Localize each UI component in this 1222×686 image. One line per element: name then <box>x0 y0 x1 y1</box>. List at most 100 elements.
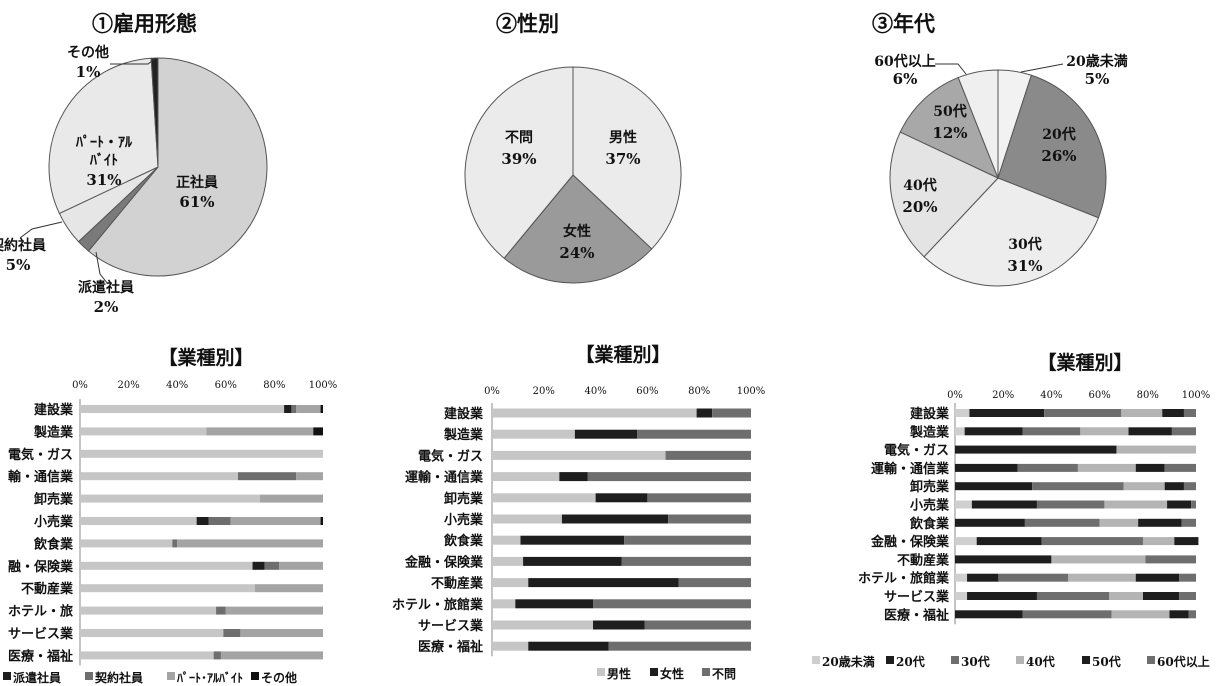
category-label: 輸・通信業 <box>8 469 74 485</box>
pie-slice-label: 正社員 <box>176 174 218 191</box>
bar-segment <box>1188 610 1196 619</box>
pie-value-label: 39% <box>501 150 536 168</box>
bar-segment <box>1145 555 1196 564</box>
pie-slice-label: 60代以上 <box>874 53 935 70</box>
pie-slice-label: 契約社員 <box>0 237 46 254</box>
bar-segment <box>1022 610 1112 619</box>
axis-tick-label: 40% <box>166 380 188 391</box>
bar-segment <box>1171 427 1196 436</box>
category-label: サービス業 <box>418 618 484 634</box>
pie-slice <box>503 174 653 284</box>
legend-label: 20代 <box>896 654 925 669</box>
bar-segment <box>1167 500 1192 509</box>
bar-segment <box>1164 482 1184 491</box>
bar-segment <box>998 573 1069 582</box>
legend-label: 40代 <box>1026 654 1055 669</box>
bar-segment <box>177 539 323 548</box>
category-label: 電気・ガス <box>8 447 73 463</box>
bar-segment <box>80 427 207 436</box>
bar-segment <box>1142 537 1175 546</box>
category-label: 小売業 <box>444 512 484 528</box>
bar-segment <box>291 405 297 413</box>
axis-tick-label: 20% <box>533 386 555 397</box>
bar-segment <box>1036 592 1110 600</box>
legend-swatch <box>812 656 820 664</box>
pie-slice <box>923 177 1100 287</box>
pie-value-label: 31% <box>1007 257 1042 275</box>
bar-segment <box>587 472 751 482</box>
category-label: ホテル・旅 <box>8 604 73 620</box>
bar-segment <box>259 494 323 503</box>
bar-segment <box>1138 518 1182 527</box>
legend-label: その他 <box>261 670 297 685</box>
bar-segment <box>492 641 529 651</box>
legend-label: 50代 <box>1092 654 1121 669</box>
bar-segment <box>637 429 751 439</box>
bar-segment <box>955 592 968 600</box>
bar-segment <box>1044 409 1122 417</box>
bar-chart-title: 【業種別】 <box>1037 351 1132 374</box>
bar-segment <box>1099 518 1139 527</box>
bar-segment <box>964 427 1023 436</box>
bar-segment <box>213 651 221 660</box>
pie-leader-line <box>1020 63 1064 73</box>
legend-swatch <box>251 672 259 680</box>
bar-segment <box>492 408 697 418</box>
axis-tick-label: 80% <box>1137 390 1159 401</box>
bar-segment <box>492 450 666 460</box>
bar-segment <box>1179 592 1196 600</box>
bar-segment <box>1051 555 1146 564</box>
bar-segment <box>712 408 751 418</box>
legend-label: 30代 <box>961 654 990 669</box>
category-label: 不動産業 <box>431 576 484 592</box>
legend-label: 派遣社員 <box>13 670 61 685</box>
bar-segment <box>678 578 751 588</box>
bar-segment <box>492 556 524 566</box>
bar-segment <box>955 518 1025 527</box>
pie-slice-label: 30代 <box>1008 236 1041 253</box>
bar-segment <box>520 535 625 545</box>
bar-segment <box>1179 573 1196 582</box>
bar-chart-title: 【業種別】 <box>575 343 670 366</box>
bar-segment <box>320 405 323 413</box>
axis-tick-label: 100% <box>309 380 338 391</box>
axis-tick-label: 100% <box>737 386 766 397</box>
pie-slice <box>957 69 999 179</box>
legend-label: ﾊﾟｰﾄ･ｱﾙﾊﾞｲﾄ <box>176 670 243 685</box>
pie-leader-line <box>110 57 157 65</box>
pie-value-label: 26% <box>1041 147 1076 165</box>
pie-slice-label: 20代 <box>1042 126 1075 143</box>
pie-slice-label: ﾊﾞｲﾄ <box>89 152 118 169</box>
bar-segment <box>696 408 713 418</box>
pie-slice-label: 20歳未満 <box>1066 53 1127 70</box>
bar-segment <box>196 517 209 525</box>
legend-swatch <box>597 668 605 676</box>
bar-segment <box>1191 500 1196 509</box>
axis-tick-label: 60% <box>215 380 237 391</box>
bar-segment <box>528 641 609 651</box>
pie-slice <box>48 57 159 215</box>
category-label: 不動産業 <box>21 581 74 597</box>
bar-segment <box>665 450 751 460</box>
bar-segment <box>1116 445 1196 454</box>
pie-slice <box>899 76 999 179</box>
axis-tick-label: 20% <box>117 380 139 391</box>
category-label: 製造業 <box>33 424 74 440</box>
axis-tick-label: 100% <box>1182 390 1211 401</box>
axis-tick-label: 60% <box>636 386 658 397</box>
bar-segment <box>492 429 575 439</box>
category-label: 建設業 <box>444 406 484 422</box>
category-label: 製造業 <box>909 424 950 440</box>
bar-segment <box>80 606 217 615</box>
bar-segment <box>1104 500 1168 509</box>
bar-segment <box>969 409 1045 417</box>
axis-tick-label: 0% <box>484 386 500 397</box>
bar-segment <box>1077 463 1136 472</box>
legend-label: 不問 <box>712 667 736 681</box>
bar-segment <box>80 449 323 458</box>
legend-swatch <box>1147 656 1155 664</box>
pie-value-label: 6% <box>893 70 918 88</box>
pie-slice-label: 男性 <box>609 129 637 146</box>
bar-segment <box>1111 610 1170 619</box>
axis-tick-label: 0% <box>947 390 963 401</box>
